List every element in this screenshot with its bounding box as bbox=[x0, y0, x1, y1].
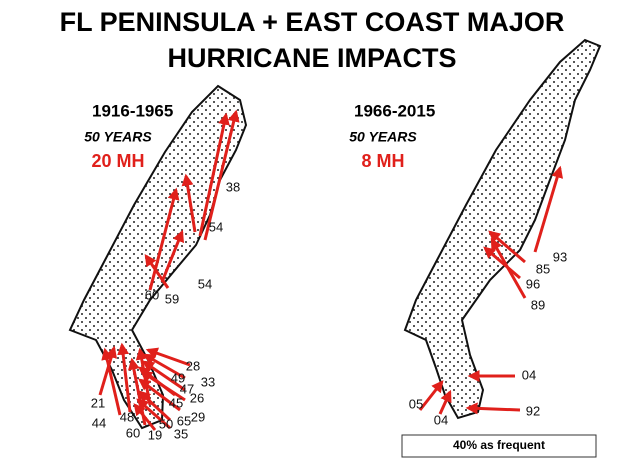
year-label: 85 bbox=[536, 261, 550, 276]
storm-track bbox=[465, 402, 521, 415]
year-label: 04 bbox=[434, 412, 448, 427]
span: 50 YEARS bbox=[84, 129, 152, 145]
year-label: 60 bbox=[126, 425, 140, 440]
storm-track bbox=[127, 357, 147, 426]
year-label: 26 bbox=[190, 390, 204, 405]
year-label: 59 bbox=[165, 291, 179, 306]
storm-track bbox=[138, 366, 176, 397]
title: FL PENINSULA + EAST COAST MAJOR bbox=[60, 7, 565, 37]
year-label: 54 bbox=[198, 276, 212, 291]
year-label: 35 bbox=[174, 426, 188, 441]
storm-track bbox=[117, 342, 132, 413]
storm-track bbox=[148, 187, 180, 291]
storm-track bbox=[138, 378, 181, 412]
year-label: 44 bbox=[92, 415, 106, 430]
year-label: 89 bbox=[531, 297, 545, 312]
year-label: 21 bbox=[91, 395, 105, 410]
period: 1966-2015 bbox=[354, 101, 435, 120]
map-right bbox=[403, 38, 602, 420]
year-label: 33 bbox=[201, 374, 215, 389]
year-label: 93 bbox=[553, 249, 567, 264]
storm-track bbox=[418, 380, 444, 411]
storm-track bbox=[490, 237, 527, 299]
year-label: 49 bbox=[171, 370, 185, 385]
storm-track bbox=[198, 112, 230, 237]
note-box bbox=[401, 434, 597, 458]
storm-track bbox=[160, 229, 185, 283]
year-label: 65 bbox=[177, 413, 191, 428]
storm-track bbox=[438, 389, 452, 415]
note: 40% as frequent bbox=[453, 438, 545, 452]
count: 20 MH bbox=[91, 151, 144, 171]
year-label: 04 bbox=[522, 367, 536, 382]
storm-track bbox=[483, 246, 521, 280]
year-label: 28 bbox=[186, 358, 200, 373]
year-label: 05 bbox=[409, 396, 423, 411]
year-label: 29 bbox=[191, 409, 205, 424]
storm-track bbox=[144, 254, 170, 289]
title: HURRICANE IMPACTS bbox=[168, 43, 457, 73]
year-label: 19 bbox=[148, 427, 162, 442]
year-label: 96 bbox=[526, 276, 540, 291]
storm-track bbox=[142, 353, 186, 380]
storm-track bbox=[203, 109, 240, 241]
year-label: 45 bbox=[169, 395, 183, 410]
storm-track bbox=[101, 347, 122, 416]
year-label: 54 bbox=[209, 219, 223, 234]
storm-track bbox=[181, 173, 197, 233]
arrows bbox=[98, 109, 564, 431]
year-label: 50 bbox=[159, 416, 173, 431]
year-label: 48 bbox=[120, 409, 134, 424]
year-label: 92 bbox=[526, 403, 540, 418]
storm-track bbox=[138, 390, 172, 422]
storm-track bbox=[145, 347, 191, 367]
year-label: 38 bbox=[226, 179, 240, 194]
span: 50 YEARS bbox=[349, 129, 417, 145]
year-label: 47 bbox=[180, 381, 194, 396]
period: 1916-1965 bbox=[92, 101, 173, 120]
count: 8 MH bbox=[361, 151, 404, 171]
year-label: 60 bbox=[145, 287, 159, 302]
storm-track bbox=[533, 165, 564, 253]
storm-track bbox=[488, 230, 526, 264]
